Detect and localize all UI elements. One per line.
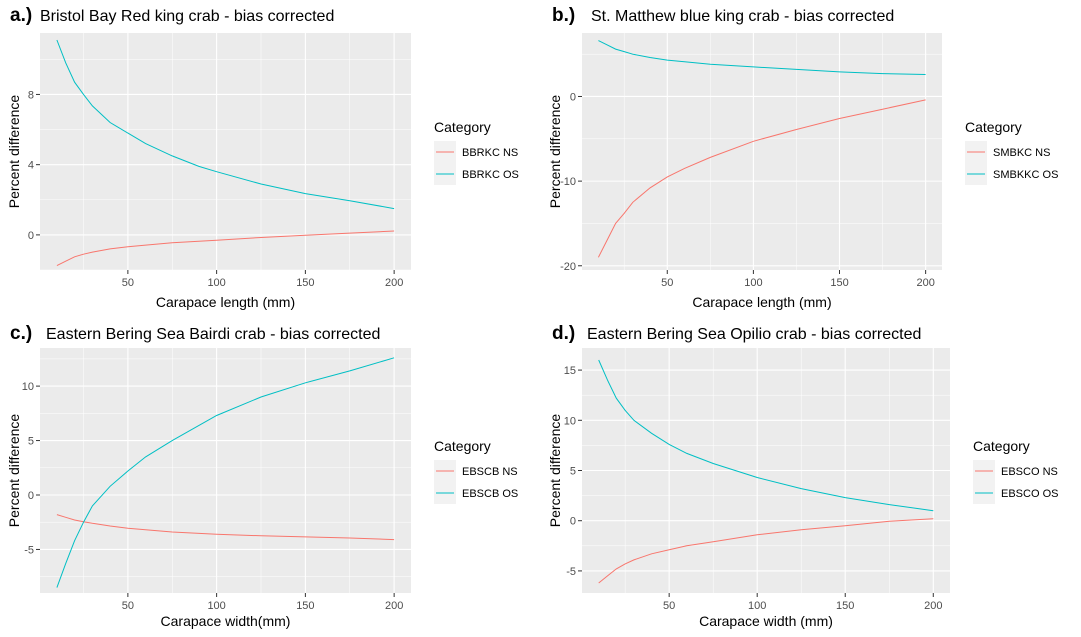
x-tick-label: 50 [122, 277, 134, 289]
x-tick-label: 150 [836, 600, 854, 612]
y-tick-label: 15 [564, 365, 576, 377]
y-axis-title: Percent difference [6, 414, 22, 528]
series-line-ebsco-os [598, 359, 934, 512]
chart-panel-c: c.) Eastern Bering Sea Bairdi crab - bias… [6, 323, 518, 629]
y-tick-label: 0 [28, 230, 34, 242]
legend-label-ebsco-ns: EBSCO NS [1001, 466, 1058, 478]
legend: Category EBSCO NS EBSCO OS [973, 438, 1058, 504]
x-tick-label: 200 [385, 277, 403, 289]
legend-label-bbrkc-os: BBRKC OS [462, 169, 519, 181]
plot-background [40, 33, 411, 270]
x-axis-title: Carapace length (mm) [692, 294, 831, 310]
x-axis-title: Carapace length (mm) [156, 294, 295, 310]
legend-label-ebsco-os: EBSCO OS [1001, 488, 1058, 500]
chart-panel-d: d.) Eastern Bering Sea Opilio crab - bias… [547, 323, 1058, 629]
x-axis-title: Carapace width(mm) [161, 613, 291, 629]
y-tick-label: -20 [560, 261, 576, 273]
legend-label-bbrkc-ns: BBRKC NS [462, 147, 518, 159]
legend-title: Category [434, 438, 491, 454]
chart-panel-a: a.) Bristol Bay Red king crab - bias corr… [6, 5, 519, 310]
y-tick-label: -10 [560, 176, 576, 188]
y-tick-label: 10 [22, 381, 34, 393]
y-axis-title: Percent difference [6, 95, 22, 209]
panel-letter: a.) [10, 5, 32, 26]
y-tick-label: -5 [566, 566, 576, 578]
x-tick-label: 50 [663, 600, 675, 612]
y-tick-label: 4 [28, 160, 34, 172]
x-tick-label: 200 [916, 277, 934, 289]
legend-title: Category [434, 119, 491, 135]
x-tick-label: 150 [296, 600, 314, 612]
x-tick-label: 100 [207, 600, 225, 612]
plot-background [40, 348, 411, 593]
legend-title: Category [965, 119, 1022, 135]
panel-letter: d.) [552, 323, 575, 344]
panel-letter: b.) [552, 5, 575, 26]
x-tick-label: 50 [661, 277, 673, 289]
y-axis-title: Percent difference [547, 414, 563, 528]
x-axis-title: Carapace width (mm) [699, 613, 833, 629]
legend: Category BBRKC NS BBRKC OS [434, 119, 519, 185]
series-line-ebsco-ns [598, 518, 934, 584]
y-axis-title: Percent difference [547, 95, 563, 209]
legend: Category EBSCB NS EBSCB OS [434, 438, 518, 504]
x-tick-label: 200 [385, 600, 403, 612]
y-tick-label: 5 [28, 436, 34, 448]
y-tick-label: 0 [570, 91, 576, 103]
series-line-bbrkc-os [56, 39, 395, 210]
y-tick-label: 10 [564, 415, 576, 427]
chart-panel-b: b.) St. Matthew blue king crab - bias cor… [547, 5, 1058, 310]
legend-label-smbkkc-os: SMBKKC OS [993, 169, 1058, 181]
x-tick-label: 100 [744, 277, 762, 289]
x-tick-label: 200 [924, 600, 942, 612]
legend-title: Category [973, 438, 1030, 454]
x-tick-label: 150 [830, 277, 848, 289]
series-line-smbkc-ns [597, 99, 926, 258]
x-tick-label: 50 [122, 600, 134, 612]
x-tick-label: 100 [207, 277, 225, 289]
series-line-bbrkc-ns [56, 230, 395, 267]
panel-letter: c.) [10, 323, 32, 344]
y-tick-label: -5 [24, 544, 34, 556]
x-tick-label: 150 [296, 277, 314, 289]
legend-label-ebscb-ns: EBSCB NS [462, 466, 518, 478]
y-tick-label: 8 [28, 89, 34, 101]
chart-title: Bristol Bay Red king crab - bias correct… [40, 8, 334, 25]
series-line-ebscb-os [56, 357, 395, 588]
plot-background [582, 33, 942, 270]
x-tick-label: 100 [748, 600, 766, 612]
chart-title: Eastern Bering Sea Opilio crab - bias co… [587, 326, 921, 343]
series-line-ebscb-ns [56, 514, 395, 541]
y-tick-label: 0 [28, 490, 34, 502]
legend-label-ebscb-os: EBSCB OS [462, 488, 518, 500]
y-tick-label: 0 [570, 516, 576, 528]
series-line-smbkkc-os [598, 40, 926, 75]
y-tick-label: 5 [570, 466, 576, 478]
legend-label-smbkc-ns: SMBKC NS [993, 147, 1050, 159]
legend: Category SMBKC NS SMBKKC OS [965, 119, 1058, 185]
chart-title: St. Matthew blue king crab - bias correc… [591, 8, 894, 25]
chart-title: Eastern Bering Sea Bairdi crab - bias co… [46, 326, 380, 343]
